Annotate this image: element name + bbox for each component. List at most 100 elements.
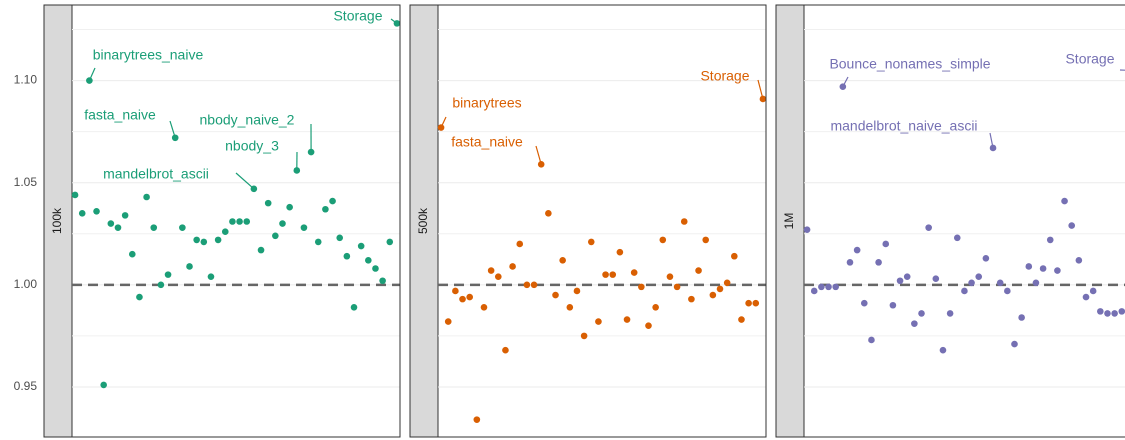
point	[1061, 197, 1068, 205]
point	[946, 310, 954, 317]
point	[1039, 265, 1047, 272]
point	[357, 242, 365, 250]
point-label: fasta_naive	[84, 107, 156, 123]
point	[516, 240, 524, 248]
point-label: Storage	[333, 8, 382, 24]
point	[595, 318, 602, 325]
point	[1104, 310, 1111, 317]
point	[1018, 314, 1025, 321]
point-label: fasta_naive	[451, 134, 523, 150]
point	[530, 281, 538, 289]
strip	[775, 4, 805, 438]
point	[975, 273, 983, 280]
leader-line	[235, 172, 255, 190]
point	[659, 236, 667, 244]
point	[925, 224, 932, 231]
point	[882, 240, 890, 248]
point	[93, 207, 100, 215]
point	[444, 318, 452, 325]
leader-line	[88, 67, 96, 81]
point	[365, 257, 372, 264]
point-label: Storage	[700, 68, 749, 84]
point	[889, 301, 897, 309]
point	[200, 238, 208, 246]
point	[716, 285, 724, 293]
point	[78, 210, 86, 217]
point	[846, 259, 854, 266]
panel-border	[409, 4, 767, 438]
point	[1011, 340, 1018, 348]
point	[723, 279, 731, 287]
point	[545, 210, 552, 217]
point	[587, 238, 595, 246]
point	[286, 203, 293, 211]
point	[207, 273, 215, 280]
point	[466, 293, 473, 301]
point	[645, 322, 652, 329]
point	[810, 287, 818, 295]
point	[372, 265, 379, 272]
point	[832, 283, 839, 291]
point-label: nbody_naive_2	[200, 112, 295, 128]
point	[932, 275, 940, 283]
point	[314, 238, 322, 246]
point	[157, 281, 165, 289]
point	[961, 287, 968, 295]
leader-line	[535, 145, 542, 165]
point	[114, 224, 122, 231]
point	[1089, 287, 1097, 295]
point	[1054, 267, 1061, 274]
point	[673, 283, 681, 291]
point-label: mandelbrot_naive_ascii	[830, 118, 977, 134]
point	[193, 236, 200, 244]
point	[1075, 257, 1083, 264]
point	[1032, 279, 1040, 287]
point	[257, 246, 265, 254]
point	[264, 199, 272, 207]
point	[745, 299, 752, 307]
point	[638, 283, 645, 291]
point	[452, 287, 459, 295]
point	[702, 236, 710, 244]
point	[179, 224, 186, 231]
point	[695, 267, 702, 274]
leader-line	[757, 79, 764, 100]
point	[803, 226, 811, 233]
y-tick-label: 0.95	[14, 379, 38, 393]
leader-line	[390, 18, 398, 24]
point	[1082, 293, 1090, 301]
point-label: Bounce_nonames_simple	[829, 56, 990, 72]
point	[186, 263, 193, 270]
leader-line	[169, 120, 176, 138]
point	[680, 218, 688, 225]
panel-label: 100k	[50, 207, 64, 234]
point	[903, 273, 911, 280]
point	[386, 238, 394, 246]
point	[214, 236, 222, 244]
strip	[43, 4, 73, 438]
point	[630, 269, 638, 276]
point	[272, 232, 279, 240]
point	[875, 259, 882, 266]
point	[523, 281, 531, 289]
point	[666, 273, 674, 280]
point	[379, 277, 386, 285]
point	[509, 263, 516, 270]
point	[329, 197, 336, 205]
point	[107, 220, 115, 227]
point	[573, 287, 581, 295]
leader-line	[842, 76, 849, 87]
point	[752, 299, 760, 307]
point	[71, 191, 79, 199]
point	[1068, 222, 1076, 229]
panel-border	[43, 4, 401, 438]
point-label: binarytrees_naive	[93, 47, 204, 63]
point	[243, 218, 251, 225]
point	[350, 303, 358, 311]
point	[853, 246, 861, 254]
leader-line	[440, 116, 447, 128]
point-label: binarytrees	[452, 95, 521, 111]
panel-label: 1M	[782, 213, 796, 230]
point	[731, 252, 738, 260]
